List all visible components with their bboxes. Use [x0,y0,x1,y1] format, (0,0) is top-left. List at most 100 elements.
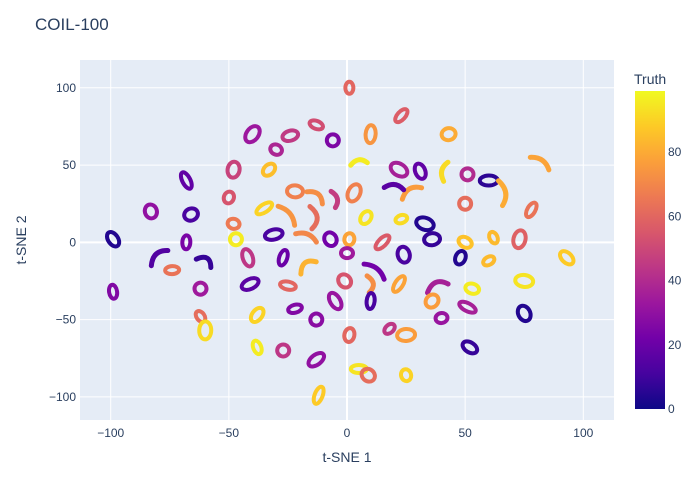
cluster-point [487,229,500,246]
cluster-point [424,279,451,296]
cluster-point [197,319,214,342]
data-points [104,79,576,406]
y-axis-title: t-SNE 2 [13,215,29,264]
y-tick-label: 100 [56,81,76,95]
cluster-point [513,272,536,289]
cluster-point [343,79,356,96]
cluster-point [457,299,478,315]
cluster-point [328,188,341,211]
colorbar-tick-label: 0 [668,402,675,416]
cluster-point [268,142,284,157]
cluster-point [395,244,412,265]
cluster-point [192,280,209,297]
cluster-point [308,311,325,328]
cluster-point [304,189,325,207]
cluster-point [178,170,194,191]
y-tick-label: −100 [49,390,76,404]
cluster-point [239,276,261,292]
cluster-point [180,233,193,252]
cluster-point [456,234,474,250]
cluster-point [306,351,327,369]
cluster-point [382,321,397,336]
x-tick-label: 50 [458,426,472,440]
cluster-point [348,157,370,168]
cluster-point [104,230,122,249]
cluster-point [248,305,266,324]
colorbar-tick-label: 40 [668,274,682,288]
cluster-point [262,227,285,242]
y-tick-labels: −100 −50 0 50 100 [49,81,76,404]
cluster-point [342,326,357,344]
cluster-point [326,290,344,312]
cluster-point [324,132,341,149]
colorbar-tick-label: 60 [668,209,682,223]
cluster-point [364,291,377,311]
cluster-point [250,338,264,357]
cluster-point [193,254,214,271]
cluster-point [524,200,539,220]
cluster-point [285,183,306,200]
cluster-point [422,231,443,248]
cluster-point [142,202,159,221]
cluster-point [240,247,256,269]
cluster-point [361,261,387,282]
cluster-point [439,126,458,143]
cluster-point [345,182,363,204]
cluster-point [393,107,410,125]
cluster-point [433,310,450,326]
cluster-point [225,159,242,180]
cluster-point [275,342,292,359]
cluster-point [339,246,355,261]
cluster-point [460,339,480,356]
cluster-point [359,366,377,384]
cluster-point [293,230,319,245]
cluster-point [307,118,325,132]
cluster-point [278,279,298,292]
cluster-point [106,282,120,301]
x-tick-labels: −100 −50 0 50 100 [97,426,593,440]
chart-title: COIL-100 [35,15,109,34]
cluster-point [414,215,436,233]
cluster-point [511,228,528,251]
cluster-point [225,216,242,231]
colorbar-title: Truth [634,71,666,87]
cluster-point [423,292,441,310]
cluster-point [363,123,378,146]
cluster-point [391,274,407,294]
cluster-point [495,178,509,209]
cluster-point [453,249,468,267]
cluster-point [412,161,428,181]
cluster-point [276,248,290,268]
x-axis-title: t-SNE 1 [322,449,371,465]
cluster-point [163,264,182,277]
cluster-point [463,281,482,296]
cluster-point [481,254,497,268]
cluster-point [286,302,304,316]
cluster-point [260,161,278,178]
cluster-point [221,189,236,206]
cluster-point [381,181,407,193]
cluster-point [254,200,275,217]
cluster-point [459,166,476,183]
x-tick-label: 0 [344,426,351,440]
x-tick-label: −100 [97,426,124,440]
colorbar [635,91,665,409]
colorbar-tick-labels: 0 20 40 60 80 [668,145,682,416]
cluster-point [457,195,474,212]
y-tick-label: 50 [63,158,77,172]
cluster-point [243,124,262,145]
cluster-point [322,230,339,249]
cluster-point [311,384,326,406]
cluster-point [558,249,576,267]
x-tick-label: −50 [219,426,240,440]
cluster-point [358,209,374,227]
y-tick-label: 0 [69,235,76,249]
cluster-point [373,233,392,252]
colorbar-tick-label: 20 [668,338,682,352]
cluster-point [398,367,414,384]
colorbar-tick-label: 80 [668,145,682,159]
cluster-point [227,231,244,248]
cluster-point [182,206,200,223]
cluster-point [399,184,425,202]
